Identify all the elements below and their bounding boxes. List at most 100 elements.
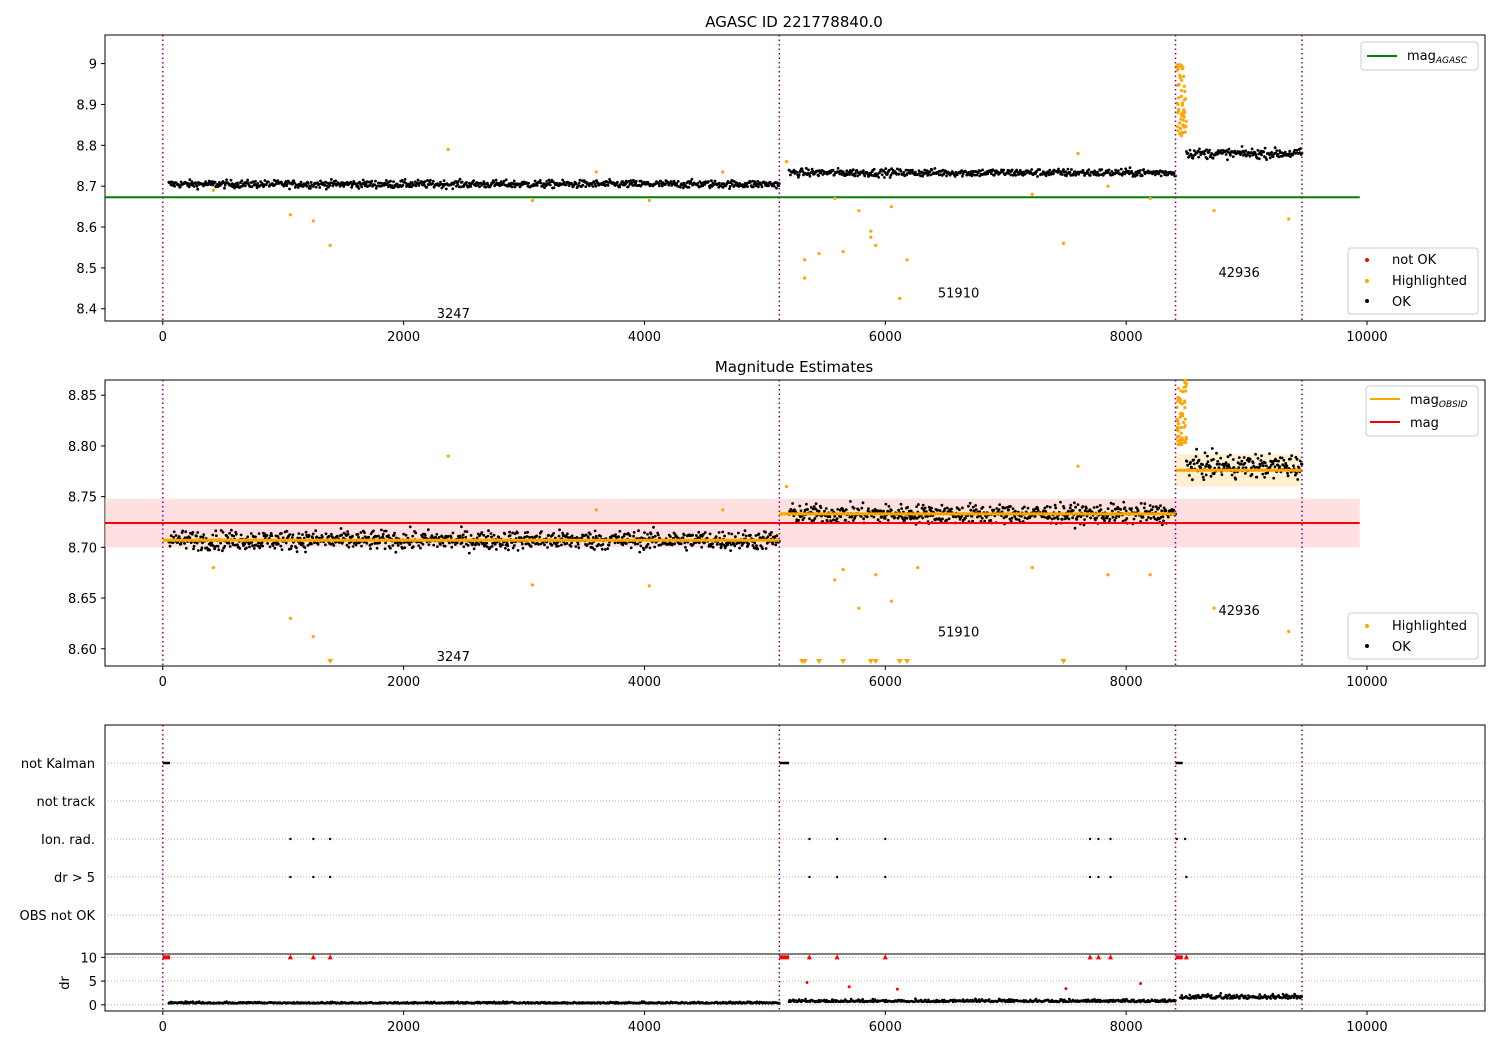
ok-point — [349, 180, 353, 184]
ok-point — [437, 535, 441, 539]
ok-point — [971, 172, 974, 176]
ok-point — [1036, 508, 1040, 512]
ok-point — [679, 185, 682, 189]
ok-point — [831, 168, 835, 172]
ok-point — [1273, 146, 1277, 150]
ok-point — [394, 550, 398, 554]
ok-point — [1271, 155, 1275, 159]
highlighted-spike-point — [1176, 129, 1180, 133]
ok-point — [606, 184, 610, 187]
ok-point — [357, 187, 361, 190]
ok-point — [855, 169, 859, 172]
ok-point — [408, 185, 411, 189]
ok-point — [1074, 173, 1078, 177]
highlighted-spike-point — [1176, 399, 1180, 403]
estimates-legend-bottom: Highlighted OK — [1347, 612, 1479, 660]
highlighted-point — [1287, 217, 1291, 221]
ok-point — [270, 534, 274, 538]
ok-point — [681, 186, 685, 190]
ok-point — [266, 542, 269, 545]
ok-point — [830, 508, 834, 512]
ok-point — [978, 510, 982, 513]
ok-point — [330, 532, 333, 536]
ok-point — [276, 179, 280, 183]
ok-point — [936, 508, 940, 512]
ok-point — [277, 542, 280, 546]
ok-point — [1166, 515, 1170, 519]
ok-point — [285, 182, 289, 186]
ok-point — [219, 529, 223, 532]
ok-point — [352, 180, 356, 183]
ok-point — [652, 525, 655, 529]
ok-point — [1219, 456, 1223, 460]
highlighted-spike-point — [1178, 412, 1182, 416]
ok-point — [432, 543, 436, 547]
ok-point — [229, 178, 233, 182]
highlighted-point — [916, 566, 920, 570]
highlighted-spike-point — [1178, 401, 1183, 405]
ok-point — [520, 542, 524, 546]
ok-point — [1248, 457, 1252, 461]
ok-point — [304, 550, 307, 554]
ok-point — [920, 506, 924, 510]
flag-point — [808, 837, 811, 841]
ok-point — [884, 502, 888, 506]
ok-point — [929, 509, 933, 513]
ok-point — [697, 530, 701, 534]
ok-point — [860, 506, 864, 510]
ok-point — [507, 548, 510, 552]
ok-point — [254, 180, 257, 183]
ok-point — [1241, 466, 1245, 470]
ok-point — [1081, 168, 1085, 172]
ok-point — [383, 547, 387, 551]
ok-point — [1197, 155, 1200, 159]
flag-point — [289, 837, 292, 841]
ok-point — [774, 543, 778, 547]
ok-point — [393, 531, 396, 535]
ok-point — [593, 529, 597, 533]
ok-point — [439, 543, 442, 546]
ok-point — [638, 550, 642, 554]
ok-point — [889, 173, 893, 177]
obsid-label: 3247 — [437, 307, 470, 322]
ok-point — [814, 502, 818, 505]
ok-point — [872, 167, 876, 171]
ok-point — [1234, 477, 1238, 481]
ok-point — [653, 545, 657, 549]
ok-point — [999, 171, 1003, 174]
ok-point — [1205, 148, 1208, 152]
ok-point — [547, 178, 551, 182]
ok-point — [853, 174, 857, 178]
ok-point — [1082, 523, 1086, 527]
flag-point — [1097, 875, 1100, 879]
highlighted-spike-point — [1175, 417, 1179, 421]
legend-ok-marker — [1365, 299, 1369, 303]
ok-point — [236, 543, 239, 547]
ok-point — [195, 534, 198, 538]
ok-point — [941, 168, 945, 172]
ok-point — [824, 507, 828, 510]
legend-box — [1360, 41, 1479, 71]
ok-point — [618, 529, 622, 533]
x-tick-label: 2000 — [387, 675, 420, 690]
y-tick-label: 8.75 — [68, 491, 97, 506]
ok-point — [1270, 151, 1273, 154]
ok-point — [746, 185, 749, 189]
ok-point — [351, 534, 354, 538]
ok-point — [516, 531, 519, 535]
ok-point — [301, 185, 305, 188]
ok-point — [281, 536, 285, 540]
ok-point — [749, 180, 752, 184]
ok-point — [718, 181, 721, 185]
highlighted-point — [874, 573, 878, 577]
ok-point — [485, 541, 489, 545]
ok-point — [566, 532, 569, 536]
ok-point — [676, 180, 680, 183]
ok-point — [251, 544, 254, 548]
ok-point — [882, 509, 885, 513]
legend-box — [1347, 247, 1479, 315]
ok-point — [395, 536, 398, 540]
ok-point — [228, 545, 232, 548]
